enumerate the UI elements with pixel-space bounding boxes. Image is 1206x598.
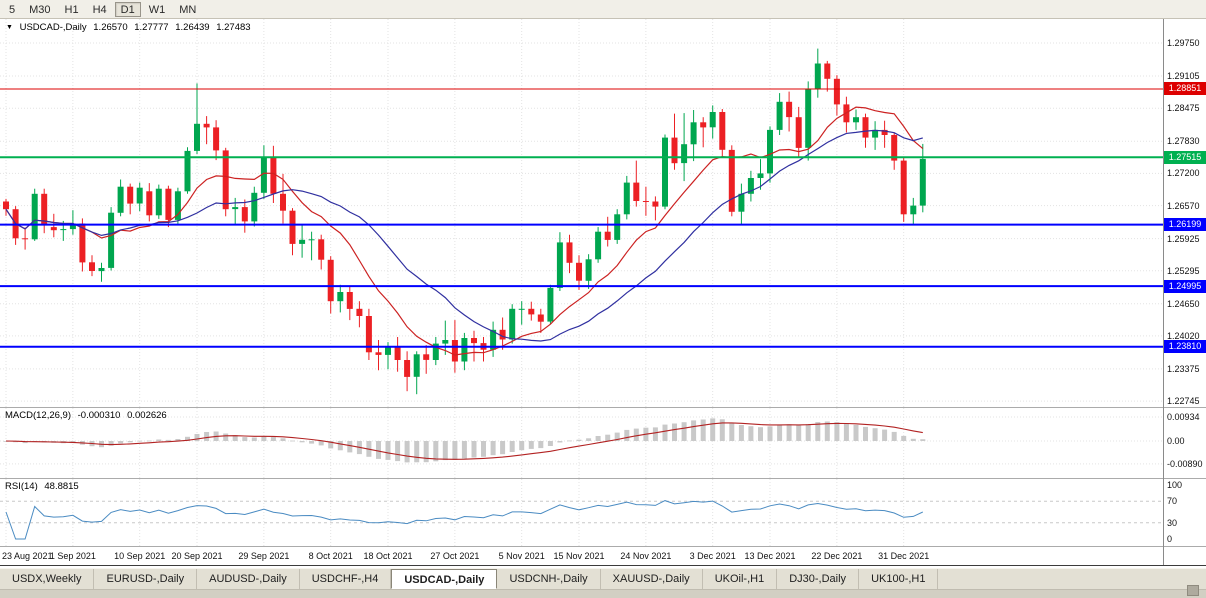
price-axis-label: 1.23375 — [1167, 363, 1200, 374]
price-axis-border — [1163, 19, 1164, 565]
tab-eurusd-daily[interactable]: EURUSD-,Daily — [94, 569, 198, 589]
tab-ukoil-h1[interactable]: UKOil-,H1 — [703, 569, 778, 589]
price-axis-label: 1.27830 — [1167, 136, 1200, 147]
timeframe-m5[interactable]: 5 — [9, 3, 16, 16]
price-axis-label: 1.25295 — [1167, 265, 1200, 276]
date-label: 24 Nov 2021 — [620, 551, 672, 561]
timeframe-w1[interactable]: W1 — [148, 3, 166, 16]
price-level-tag: 1.27515 — [1164, 150, 1206, 164]
date-label: 23 Aug 2021 — [2, 551, 53, 561]
price-level-tag: 1.28851 — [1164, 82, 1206, 96]
timeframe-h1[interactable]: H1 — [64, 3, 79, 16]
price-axis-label: 1.26570 — [1167, 200, 1200, 211]
rsi-name: RSI(14) — [5, 481, 38, 492]
tab-uk100-h1[interactable]: UK100-,H1 — [859, 569, 939, 589]
ohlc-open: 1.26570 — [93, 22, 128, 33]
macd-axis-label: -0.00890 — [1167, 458, 1203, 469]
price-level-tag: 1.23810 — [1164, 340, 1206, 354]
tab-dj30-daily[interactable]: DJ30-,Daily — [777, 569, 860, 589]
timeframe-mn[interactable]: MN — [179, 3, 197, 16]
rsi-canvas[interactable] — [0, 479, 1163, 546]
date-label: 22 Dec 2021 — [811, 551, 863, 561]
price-chart-canvas[interactable] — [0, 19, 1163, 407]
date-axis[interactable]: 23 Aug 2021 1 Sep 2021 10 Sep 2021 20 Sep 2… — [0, 19, 1206, 565]
macd-axis-label: 0.00934 — [1167, 412, 1200, 422]
macd-signal-value: 0.002626 — [127, 410, 167, 421]
price-axis-label: 1.22745 — [1167, 396, 1200, 407]
resize-grip[interactable] — [1187, 585, 1199, 596]
price-level-tag: 1.26199 — [1164, 218, 1206, 232]
macd-value: -0.000310 — [77, 410, 121, 421]
macd-name: MACD(12,26,9) — [5, 410, 71, 421]
panel-separator[interactable] — [0, 546, 1206, 547]
rsi-axis-label: 30 — [1167, 517, 1178, 528]
tab-usdcnh-daily[interactable]: USDCNH-,Daily — [497, 569, 601, 589]
tab-usdcad-daily[interactable]: USDCAD-,Daily — [391, 569, 498, 589]
panel-separator[interactable] — [0, 407, 1206, 408]
timeframe-h4[interactable]: H4 — [92, 3, 107, 16]
price-axis-label: 1.24020 — [1167, 330, 1200, 341]
date-label: 15 Nov 2021 — [553, 551, 605, 561]
timeframe-m30[interactable]: M30 — [29, 3, 51, 16]
tab-usdchf-h4[interactable]: USDCHF-,H4 — [300, 569, 392, 589]
price-axis-label: 1.28475 — [1167, 103, 1200, 114]
ohlc-close: 1.27483 — [216, 22, 251, 33]
tab-audusd-daily[interactable]: AUDUSD-,Daily — [197, 569, 300, 589]
date-label: 13 Dec 2021 — [744, 551, 796, 561]
ohlc-low: 1.26439 — [175, 22, 210, 33]
date-label: 29 Sep 2021 — [238, 551, 290, 561]
chart-window: ▼ USDCAD-,Daily 1.26570 1.27777 1.26439 … — [0, 19, 1206, 566]
rsi-axis-label: 0 — [1167, 534, 1173, 544]
rsi-value: 48.8815 — [44, 481, 79, 492]
price-axis-label: 1.25925 — [1167, 233, 1200, 244]
date-label: 1 Sep 2021 — [49, 551, 96, 561]
chart-ohlc-header: ▼ USDCAD-,Daily 1.26570 1.27777 1.26439 … — [6, 22, 251, 33]
date-label: 27 Oct 2021 — [430, 551, 480, 561]
rsi-indicator-label: RSI(14) 48.8815 — [5, 481, 79, 492]
date-label: 18 Oct 2021 — [363, 551, 413, 561]
chart-collapse-icon[interactable]: ▼ — [6, 24, 13, 31]
bottom-strip — [0, 590, 1206, 598]
price-axis-label: 1.24650 — [1167, 298, 1200, 309]
price-axis-label: 1.29105 — [1167, 70, 1200, 81]
panel-separator[interactable] — [0, 478, 1206, 479]
price-level-tag: 1.24995 — [1164, 279, 1206, 293]
rsi-axis-label: 70 — [1167, 496, 1178, 507]
date-label: 10 Sep 2021 — [114, 551, 166, 561]
macd-axis-label: 0.00 — [1167, 436, 1185, 446]
macd-indicator-label: MACD(12,26,9) -0.000310 0.002626 — [5, 410, 167, 421]
tab-usdx-weekly[interactable]: USDX,Weekly — [0, 569, 95, 589]
date-label: 20 Sep 2021 — [171, 551, 223, 561]
tab-xauusd-daily[interactable]: XAUUSD-,Daily — [601, 569, 703, 589]
timeframe-toolbar: 5 M30 H1 H4 D1 W1 MN — [0, 0, 1206, 19]
date-label: 3 Dec 2021 — [689, 551, 736, 561]
price-axis[interactable]: 1.29750 1.29105 1.28475 1.27830 1.27200 1.265… — [0, 19, 1206, 565]
chart-symbol-label: USDCAD-,Daily — [19, 22, 87, 33]
price-axis-label: 1.27200 — [1167, 168, 1200, 179]
rsi-axis-label: 100 — [1167, 480, 1183, 490]
macd-canvas[interactable] — [0, 408, 1163, 478]
date-label: 5 Nov 2021 — [498, 551, 545, 561]
date-label: 8 Oct 2021 — [308, 551, 353, 561]
ohlc-high: 1.27777 — [134, 22, 169, 33]
date-label: 31 Dec 2021 — [878, 551, 930, 561]
symbol-tabs: USDX,Weekly EURUSD-,Daily AUDUSD-,Daily … — [0, 568, 1206, 590]
price-axis-label: 1.29750 — [1167, 38, 1200, 49]
timeframe-d1[interactable]: D1 — [114, 1, 141, 17]
